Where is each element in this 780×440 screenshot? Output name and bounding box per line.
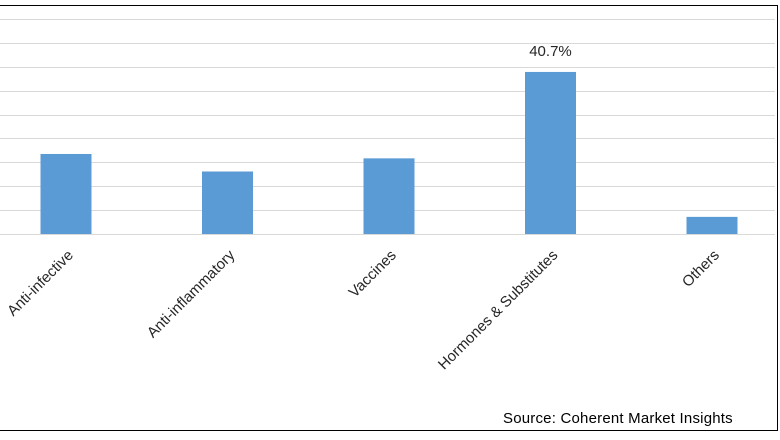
bars [40,71,738,234]
category-label-0: Anti-infective [4,247,77,320]
category-label-1: Anti-inflammatory [144,246,239,341]
chart-frame [0,5,778,431]
category-label-2: Vaccines [346,247,400,301]
bar-4 [686,216,738,234]
category-label-4: Others [679,247,723,291]
source-note: Source: Coherent Market Insights [503,410,733,427]
bar-2 [363,158,415,234]
bar-3 [525,71,576,234]
gridlines [0,19,775,235]
bar-1 [202,171,253,234]
bar-0 [40,153,92,234]
category-labels: Anti-infective Anti-inflammatory Vaccines H… [4,246,723,373]
data-label-3: 40.7% [529,43,572,60]
data-labels: 40.7% [529,43,572,60]
category-label-3: Hormones & Substitutes [435,247,561,373]
